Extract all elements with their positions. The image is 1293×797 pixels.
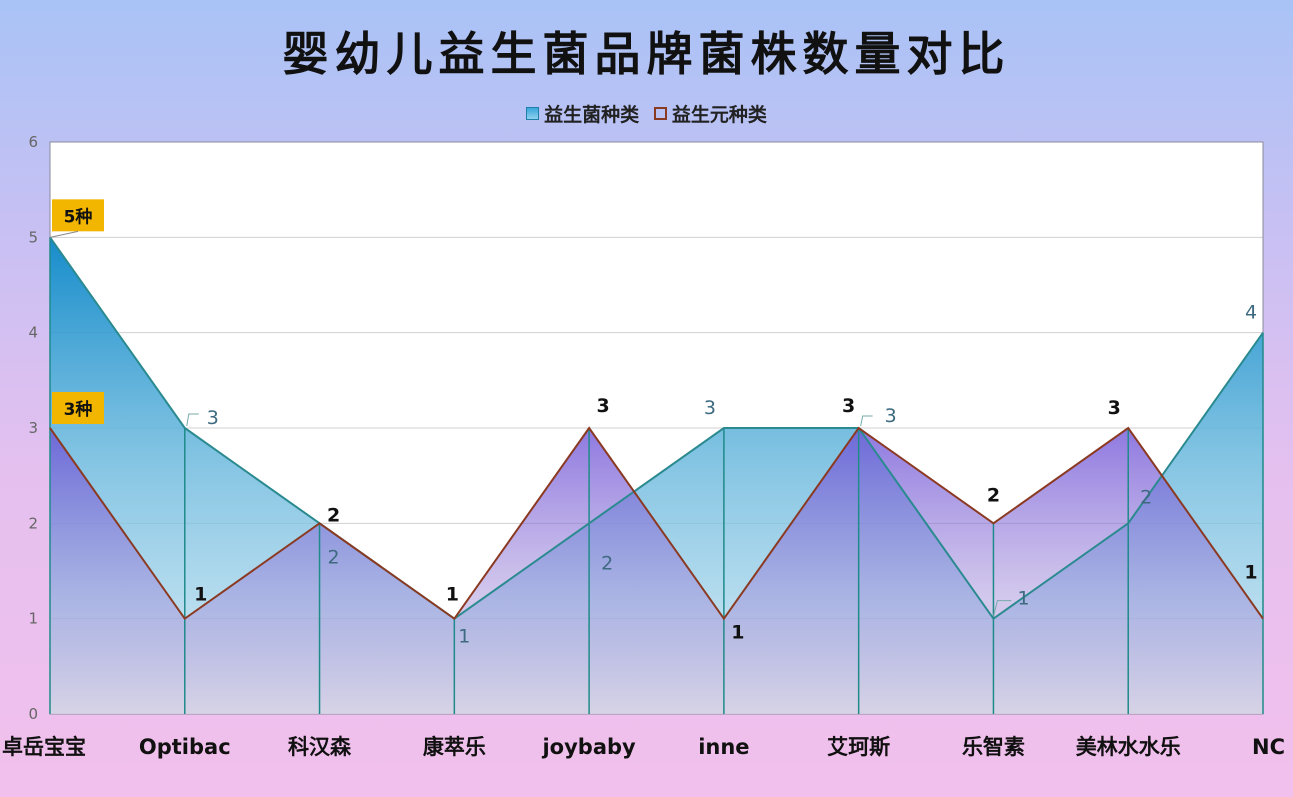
callouts: 5种 3种 [49,199,104,424]
callout-box [52,392,104,424]
chart-title: 婴幼儿益生菌品牌菌株数量对比 [282,27,1011,81]
x-tick-label: NC [1252,735,1285,759]
drop-lines [49,237,1264,714]
data-label-prebiotic: 1 [731,622,744,644]
data-label-probiotic: 3 [207,407,219,429]
y-tick-label: 5 [28,228,38,246]
leader-line [186,413,199,427]
line-probiotic [49,236,1264,621]
series-lines [49,236,1264,621]
legend-item-prebiotic[interactable]: 益生元种类 [653,100,767,127]
y-tick-label: 1 [28,610,38,628]
x-tick-label: 艾珂斯 [827,735,890,759]
y-tick-label: 4 [28,324,38,342]
y-tick-label: 3 [28,419,38,437]
data-label-prebiotic: 1 [1244,562,1257,584]
callout-leader [49,230,79,238]
data-label-prebiotic: 3 [842,395,855,417]
x-tick-label: joybaby [541,735,636,759]
data-label-prebiotic: 1 [446,584,459,606]
callout-label: 5种 [64,206,93,227]
line-prebiotic [49,426,1264,621]
data-label-probiotic: 3 [885,405,897,427]
callout-label: 3种 [64,399,93,420]
y-tick-label: 6 [28,133,38,151]
data-label-prebiotic: 3 [596,395,609,417]
y-tick-label: 0 [28,705,38,723]
data-label-prebiotic: 3 [1108,397,1121,419]
x-tick-label: 卓岳宝宝 [2,735,86,759]
data-label-probiotic: 4 [1245,302,1257,324]
data-label-probiotic: 2 [328,546,340,568]
x-tick-label: 康萃乐 [423,735,486,759]
x-tick-label: 科汉森 [288,735,352,759]
data-label-prebiotic: 2 [987,484,1000,506]
y-axis-ticks: 0 1 2 3 4 5 6 [28,133,38,723]
data-label-prebiotic: 2 [327,504,340,526]
data-label-probiotic: 1 [458,626,470,648]
data-label-probiotic: 1 [1017,588,1029,610]
data-label-prebiotic: 1 [194,584,207,606]
data-label-probiotic: 2 [601,552,613,574]
legend-swatch-probiotic [526,107,540,120]
leader-line [860,415,873,427]
legend-label-probiotic: 益生菌种类 [544,104,640,126]
x-tick-label: 乐智素 [962,735,1025,759]
legend-label-prebiotic: 益生元种类 [671,104,767,126]
x-axis-ticks: 卓岳宝宝 Optibac 科汉森 康萃乐 joybaby inne 艾珂斯 乐智素 美林水水乐 N… [2,735,1285,759]
data-label-probiotic: 3 [704,397,716,419]
x-tick-label: 美林水水乐 [1076,735,1181,759]
legend-swatch-prebiotic [653,107,667,120]
data-label-probiotic: 2 [1140,486,1152,508]
callout-box [52,199,104,232]
legend: 益生菌种类 益生元种类 [0,100,1293,127]
data-labels: 3 1 2 2 1 1 2 3 3 1 3 3 1 2 2 3 4 1 [186,302,1258,648]
legend-item-probiotic[interactable]: 益生菌种类 [526,100,639,127]
x-tick-label: inne [698,735,749,759]
leader-line [992,600,1012,617]
x-tick-label: Optibac [139,735,231,759]
y-tick-label: 2 [28,514,38,532]
